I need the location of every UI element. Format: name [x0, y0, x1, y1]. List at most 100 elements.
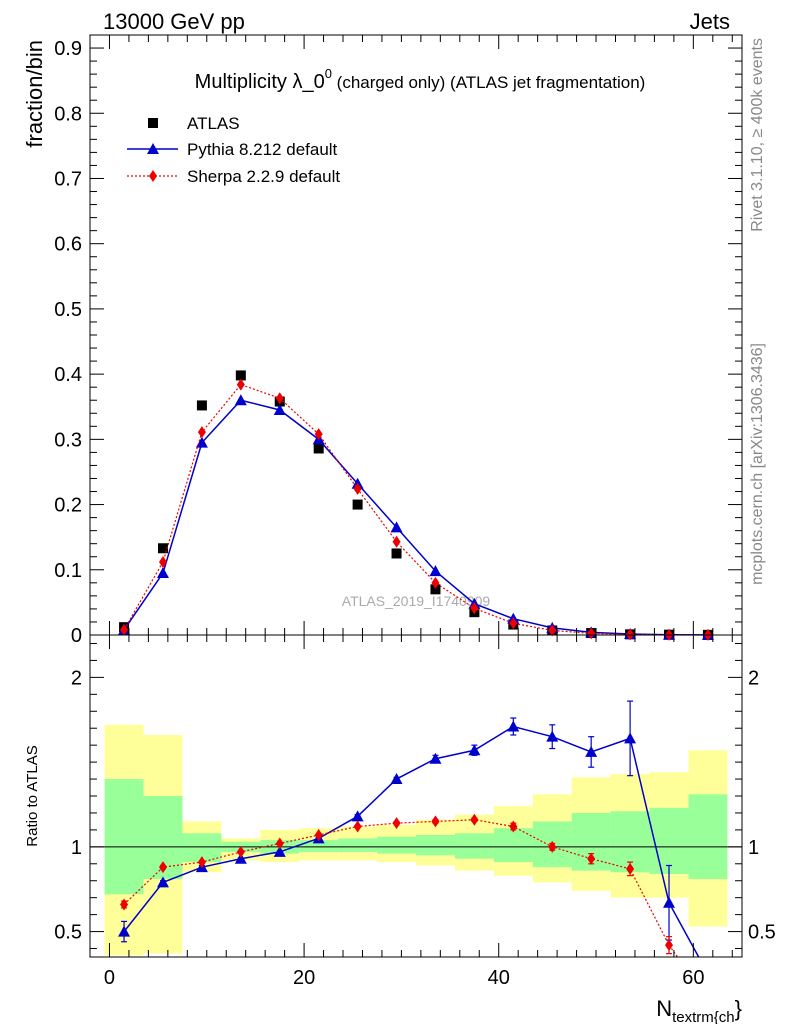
main-ylabel: fraction/bin: [22, 40, 47, 148]
ratio-xlabel-close: }: [735, 996, 742, 1021]
ratio-pythia-point-3: [234, 852, 247, 864]
ratio-xtick-label-0: 0: [104, 967, 115, 989]
main-sherpa-point-3: [236, 378, 245, 391]
ratio-pythia-point-6: [351, 810, 364, 822]
ratio-band-green-0: [104, 779, 144, 895]
ratio-ytick-label-left-1: 1: [71, 837, 82, 859]
ratio-sherpa-point-13: [626, 862, 635, 875]
rivet-label: Rivet 3.1.10, ≥ 400k events: [749, 38, 766, 232]
main-series-2-line: [123, 383, 708, 636]
ratio-xtick-label-1: 20: [293, 967, 315, 989]
main-sherpa-point-4: [275, 392, 284, 405]
main-panel: ATLAS_2019_I1740909 0 0.1 0.2 0.3 0.4 0.5 0.6 0…: [22, 34, 743, 647]
ratio-sherpa-point-15: [704, 993, 712, 1005]
ratio-sherpa-point-5: [314, 828, 323, 841]
main-pythia-point-4: [273, 404, 286, 415]
ratio-band-green-5: [299, 840, 339, 852]
ratio-series-1-line: [123, 819, 679, 957]
main-watermark: ATLAS_2019_I1740909: [342, 593, 491, 609]
main-ytick-label-9: 0.9: [54, 38, 82, 60]
legend-pythia-marker: [147, 143, 159, 154]
ratio-xtick-label-3: 60: [682, 967, 704, 989]
main-sherpa-point-0: [120, 623, 129, 636]
ratio-xlabel-sub: textrm{ch: [672, 1009, 735, 1024]
ratio-pythia-point-4: [273, 845, 286, 857]
ratio-pythia-point-10: [507, 720, 520, 732]
ratio-panel: 0.5 0.51 12 20 20 40 60 Ratio to ATLAS Ntextrm…: [24, 634, 776, 1024]
legend-atlas-marker: [148, 118, 158, 128]
main-ytick-label-0: 0: [71, 625, 82, 647]
main-sherpa-point-11: [548, 624, 557, 637]
ratio-series-0-line: [123, 725, 700, 957]
ratio-series-group: [118, 700, 712, 1005]
main-sherpa-point-9: [470, 602, 479, 615]
main-atlas-point-2: [196, 400, 207, 411]
ratio-band-green-9: [454, 833, 494, 859]
main-atlas-point-1: [157, 543, 168, 554]
ratio-pythia-point-7: [390, 773, 403, 785]
ratio-band-green-8: [416, 834, 455, 856]
legend: ATLAS Pythia 8.212 default Sherpa 2.2.9 …: [127, 114, 340, 186]
main-atlas-point-8: [430, 584, 441, 595]
main-sherpa-point-2: [197, 426, 206, 439]
main-sherpa-point-13: [626, 628, 635, 641]
ratio-sherpa-point-10: [509, 820, 518, 833]
ratio-sherpa-point-6: [353, 820, 362, 833]
ratio-pythia-point-0: [118, 925, 131, 937]
main-sherpa-point-7: [392, 535, 401, 548]
ratio-sherpa-point-2: [197, 856, 206, 869]
ratio-band-green-7: [377, 836, 416, 854]
ratio-sherpa-point-0: [120, 898, 129, 911]
legend-pythia-label: Pythia 8.212 default: [187, 140, 338, 159]
ratio-sherpa-point-8: [431, 815, 440, 828]
legend-sherpa-label: Sherpa 2.2.9 default: [187, 167, 340, 186]
main-ytick-label-3: 0.3: [54, 429, 82, 451]
ratio-pythia-point-8: [429, 752, 442, 764]
ratio-sherpa-point-14: [665, 939, 674, 952]
ratio-xlabel: Ntextrm{ch}: [656, 996, 742, 1024]
ratio-sherpa-point-11: [548, 840, 557, 853]
ratio-ytick-label-left-0: 0.5: [54, 922, 82, 944]
main-title: Multiplicity λ_00 (charged only) (ATLAS …: [195, 66, 646, 93]
header-process: Jets: [690, 9, 730, 34]
legend-sherpa-marker: [149, 170, 157, 182]
main-sherpa-point-1: [158, 555, 167, 568]
main-ytick-label-8: 0.8: [54, 103, 82, 125]
ratio-xlabel-main: N: [656, 996, 672, 1021]
ratio-pythia-point-11: [546, 730, 559, 742]
main-sherpa-point-10: [509, 617, 518, 630]
main-title-suffix: (charged only) (ATLAS jet fragmentation): [332, 73, 645, 92]
ratio-pythia-point-9: [468, 744, 481, 756]
main-ytick-label-6: 0.6: [54, 234, 82, 256]
ratio-xtick-label-2: 40: [488, 967, 510, 989]
main-sherpa-point-5: [314, 428, 323, 441]
ratio-ytick-label-right-0: 0.5: [748, 922, 776, 944]
ratio-pythia-point-14: [663, 896, 676, 908]
main-title-sup: 0: [325, 66, 332, 81]
ratio-band-green-14: [649, 807, 689, 874]
ratio-sherpa-point-3: [236, 845, 245, 858]
main-atlas-point-6: [352, 499, 363, 510]
main-pythia-point-3: [234, 394, 247, 406]
ratio-sherpa-point-7: [392, 817, 401, 830]
main-ytick-label-1: 0.1: [54, 560, 82, 582]
main-sherpa-point-6: [353, 482, 362, 495]
main-series-1-line: [123, 399, 708, 636]
ratio-pythia-point-13: [624, 732, 637, 744]
ratio-ytick-label-right-2: 2: [748, 667, 759, 689]
main-pythia-point-1: [156, 567, 169, 579]
main-sherpa-point-8: [431, 576, 440, 589]
main-pythia-point-8: [429, 565, 442, 577]
ratio-pythia-point-1: [156, 876, 169, 888]
ratio-sherpa-point-9: [470, 813, 479, 826]
main-sherpa-point-12: [587, 627, 596, 640]
main-pythia-point-7: [390, 521, 403, 533]
main-pythia-point-2: [195, 436, 208, 448]
ratio-sherpa-point-4: [275, 837, 284, 850]
main-ytick-label-4: 0.4: [54, 364, 82, 386]
header-energy: 13000 GeV pp: [103, 9, 245, 34]
mcplots-label: mcplots.cern.ch [arXiv:1306.3436]: [749, 343, 766, 585]
ratio-sherpa-point-1: [158, 861, 167, 874]
main-atlas-point-5: [313, 443, 324, 454]
